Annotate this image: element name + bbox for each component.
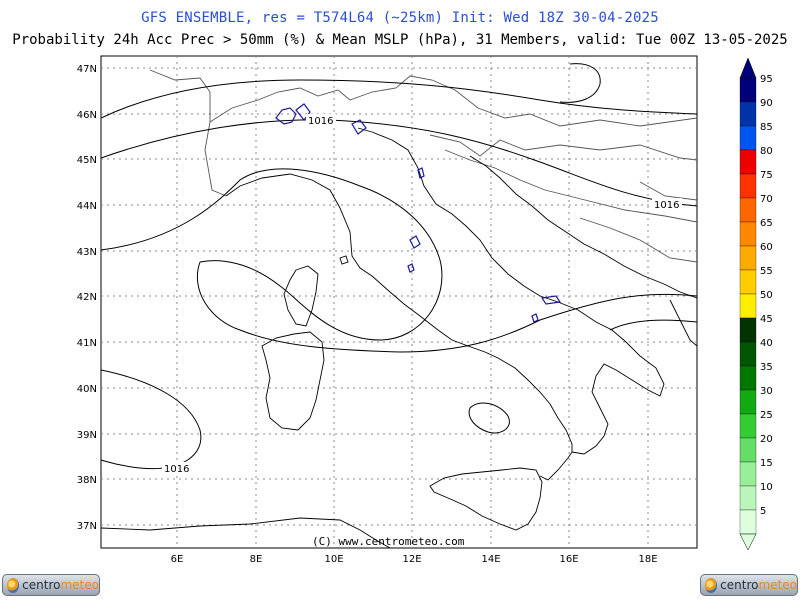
colorbar-swatch [739, 317, 757, 343]
colorbar-label: 20 [760, 434, 773, 445]
colorbar-label: 80 [760, 146, 773, 157]
colorbar-swatch [739, 125, 757, 151]
colorbar-swatch [739, 509, 757, 535]
lat-lon-grid [101, 56, 697, 548]
colorbar-swatch [739, 221, 757, 247]
coastlines [101, 127, 697, 548]
logo-brand-b: meteo [60, 578, 99, 592]
colorbar-swatch [739, 149, 757, 175]
colorbar-label: 15 [760, 458, 773, 469]
colorbar-label: 85 [760, 122, 773, 133]
lat-label: 38N [77, 475, 97, 486]
logo-brand-b: meteo [758, 578, 797, 592]
colorbar-label: 25 [760, 410, 773, 421]
colorbar-swatch [739, 245, 757, 271]
colorbar-label: 45 [760, 314, 773, 325]
lat-label: 44N [77, 201, 97, 212]
lat-labels: 47N 46N 45N 44N 43N 42N 41N 40N 39N 38N … [77, 64, 97, 532]
logo-brand-a: centro [720, 578, 759, 592]
lon-label: 12E [402, 554, 421, 565]
colorbar-swatch [739, 101, 757, 127]
colorbar-label: 10 [760, 482, 773, 493]
lat-label: 45N [77, 155, 97, 166]
isobar-label: 1016 [164, 464, 189, 475]
colorbar-bottom-arrow [739, 533, 757, 551]
lat-label: 39N [77, 430, 97, 441]
colorbar-label: 5 [760, 506, 766, 517]
lon-label: 10E [324, 554, 343, 565]
colorbar-swatch [739, 365, 757, 391]
probability-contours [275, 103, 562, 323]
lat-label: 37N [77, 521, 97, 532]
colorbar-swatch [739, 269, 757, 295]
lon-labels: 6E 8E 10E 12E 14E 16E 18E [171, 554, 658, 565]
country-borders [149, 69, 697, 263]
colorbar-label: 40 [760, 338, 773, 349]
colorbar-label: 75 [760, 170, 773, 181]
copyright-text: (C) www.centrometeo.com [312, 535, 465, 548]
lon-label: 16E [559, 554, 578, 565]
isobars [101, 63, 697, 470]
lon-label: 18E [638, 554, 657, 565]
colorbar-swatch [739, 461, 757, 487]
lon-label: 8E [250, 554, 263, 565]
lat-label: 42N [77, 292, 97, 303]
colorbar-swatch [739, 341, 757, 367]
colorbar-swatch [739, 197, 757, 223]
colorbar-label: 35 [760, 362, 773, 373]
colorbar-swatch [739, 413, 757, 439]
lat-label: 43N [77, 247, 97, 258]
map-frame [100, 55, 698, 549]
colorbar-label: 70 [760, 194, 773, 205]
colorbar-top-arrow [739, 57, 757, 79]
lat-label: 46N [77, 110, 97, 121]
colorbar-swatch [739, 293, 757, 319]
colorbar: 95 90 85 80 75 70 65 60 55 50 45 40 35 30 25 20 15 10 5 [739, 57, 773, 551]
colorbar-swatch [739, 437, 757, 463]
colorbar-label: 60 [760, 242, 773, 253]
colorbar-swatch [739, 173, 757, 199]
colorbar-label: 55 [760, 266, 773, 277]
isobar-labels: 1016 1016 1016 [162, 114, 682, 475]
colorbar-swatch [739, 389, 757, 415]
map-title: GFS ENSEMBLE, res = T574L64 (~25km) Init… [141, 10, 659, 26]
isobar-label: 1016 [308, 116, 333, 127]
colorbar-label: 95 [760, 74, 773, 85]
colorbar-label: 65 [760, 218, 773, 229]
lon-label: 14E [481, 554, 500, 565]
logo-icon [7, 577, 20, 593]
colorbar-swatch [739, 485, 757, 511]
centrometeo-logo-right: centro meteo [700, 574, 798, 596]
logo-icon [705, 577, 718, 593]
colorbar-label: 90 [760, 98, 773, 109]
colorbar-label: 50 [760, 290, 773, 301]
lat-label: 47N [77, 64, 97, 75]
colorbar-swatch [739, 77, 757, 103]
isobar-label: 1016 [654, 200, 679, 211]
map-subtitle: Probability 24h Acc Prec > 50mm (%) & Me… [12, 32, 788, 48]
centrometeo-logo-left: centro meteo [2, 574, 100, 596]
lat-label: 40N [77, 384, 97, 395]
lat-label: 41N [77, 338, 97, 349]
lon-label: 6E [171, 554, 184, 565]
logo-brand-a: centro [22, 578, 61, 592]
colorbar-label: 30 [760, 386, 773, 397]
